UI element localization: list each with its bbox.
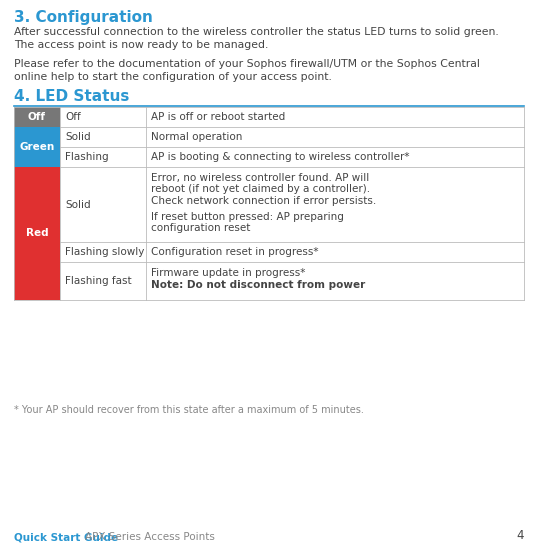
Text: If reset button pressed: AP preparing: If reset button pressed: AP preparing <box>151 211 344 221</box>
Text: Flashing fast: Flashing fast <box>65 276 132 286</box>
Bar <box>60 262 146 300</box>
Text: Please refer to the documentation of your Sophos firewall/UTM or the Sophos Cent: Please refer to the documentation of you… <box>14 59 480 69</box>
Text: Green: Green <box>19 142 55 152</box>
Text: Error, no wireless controller found. AP will: Error, no wireless controller found. AP … <box>151 173 369 183</box>
Text: Firmware update in progress*: Firmware update in progress* <box>151 268 306 278</box>
Text: After successful connection to the wireless controller the status LED turns to s: After successful connection to the wirel… <box>14 27 499 37</box>
Text: 4. LED Status: 4. LED Status <box>14 89 129 104</box>
Text: 3. Configuration: 3. Configuration <box>14 10 153 25</box>
Text: 4: 4 <box>516 529 524 542</box>
Text: APX Series Access Points: APX Series Access Points <box>84 532 215 542</box>
Text: Solid: Solid <box>65 199 90 210</box>
Text: online help to start the configuration of your access point.: online help to start the configuration o… <box>14 72 332 82</box>
Text: configuration reset: configuration reset <box>151 223 250 233</box>
Bar <box>60 242 146 262</box>
Text: Check network connection if error persists.: Check network connection if error persis… <box>151 196 376 206</box>
Bar <box>146 147 524 167</box>
Text: Red: Red <box>26 228 48 238</box>
Bar <box>60 167 146 242</box>
Bar <box>14 127 60 167</box>
Bar <box>60 107 146 127</box>
Bar <box>60 127 146 147</box>
Text: Configuration reset in progress*: Configuration reset in progress* <box>151 247 318 257</box>
Text: Flashing: Flashing <box>65 152 109 162</box>
Text: Flashing slowly: Flashing slowly <box>65 247 144 257</box>
Text: Quick Start Guide: Quick Start Guide <box>14 532 118 542</box>
Text: reboot (if not yet claimed by a controller).: reboot (if not yet claimed by a controll… <box>151 184 370 194</box>
Bar <box>146 242 524 262</box>
Text: AP is off or reboot started: AP is off or reboot started <box>151 112 285 122</box>
Text: Normal operation: Normal operation <box>151 132 243 142</box>
Text: AP is booting & connecting to wireless controller*: AP is booting & connecting to wireless c… <box>151 152 409 162</box>
Bar <box>146 167 524 242</box>
Text: Solid: Solid <box>65 132 90 142</box>
Text: * Your AP should recover from this state after a maximum of 5 minutes.: * Your AP should recover from this state… <box>14 405 364 415</box>
Bar <box>14 107 60 127</box>
Bar <box>146 262 524 300</box>
Text: Off: Off <box>65 112 81 122</box>
Text: The access point is now ready to be managed.: The access point is now ready to be mana… <box>14 40 268 50</box>
Bar <box>146 107 524 127</box>
Bar <box>14 167 60 300</box>
Bar <box>60 147 146 167</box>
Text: Off: Off <box>28 112 46 122</box>
Text: Note: Do not disconnect from power: Note: Do not disconnect from power <box>151 281 365 290</box>
Bar <box>146 127 524 147</box>
